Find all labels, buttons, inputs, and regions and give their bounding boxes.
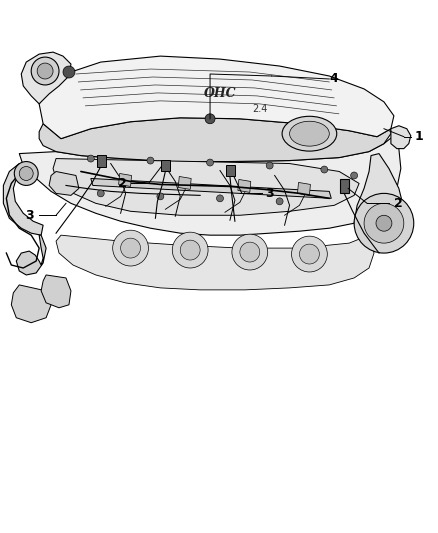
Polygon shape — [91, 179, 331, 198]
Circle shape — [300, 244, 319, 264]
Polygon shape — [238, 180, 251, 192]
Circle shape — [120, 238, 141, 258]
Circle shape — [113, 230, 148, 266]
Text: 3: 3 — [25, 209, 34, 222]
Circle shape — [180, 240, 200, 260]
Text: 2: 2 — [395, 197, 403, 210]
Circle shape — [147, 157, 154, 164]
Ellipse shape — [282, 116, 337, 151]
Polygon shape — [16, 235, 46, 275]
Polygon shape — [53, 158, 359, 215]
Circle shape — [31, 57, 59, 85]
Polygon shape — [4, 164, 43, 235]
Polygon shape — [39, 118, 391, 161]
Polygon shape — [354, 154, 404, 245]
Bar — [340, 180, 349, 193]
Circle shape — [376, 215, 392, 231]
Circle shape — [97, 190, 104, 197]
Circle shape — [351, 172, 357, 179]
Text: OHC: OHC — [204, 87, 237, 100]
Circle shape — [354, 193, 414, 253]
Circle shape — [364, 203, 404, 243]
Text: 1: 1 — [414, 130, 423, 143]
Text: 4: 4 — [330, 72, 339, 85]
Polygon shape — [21, 52, 71, 104]
Polygon shape — [178, 176, 191, 189]
Bar — [97, 155, 106, 166]
Circle shape — [14, 161, 38, 185]
Circle shape — [292, 236, 327, 272]
Polygon shape — [19, 136, 401, 235]
Circle shape — [205, 114, 215, 124]
Polygon shape — [56, 235, 374, 290]
Circle shape — [216, 195, 223, 202]
Polygon shape — [119, 173, 131, 187]
Polygon shape — [49, 172, 79, 196]
Circle shape — [157, 193, 164, 200]
Circle shape — [37, 63, 53, 79]
Circle shape — [172, 232, 208, 268]
Polygon shape — [11, 285, 51, 322]
Circle shape — [240, 242, 260, 262]
Polygon shape — [41, 275, 71, 308]
Text: 3: 3 — [265, 187, 274, 200]
Circle shape — [321, 166, 328, 173]
Circle shape — [276, 198, 283, 205]
Polygon shape — [39, 56, 394, 139]
Circle shape — [232, 234, 268, 270]
Circle shape — [63, 66, 75, 78]
Ellipse shape — [290, 122, 329, 146]
Text: 2.4: 2.4 — [252, 104, 268, 114]
Polygon shape — [391, 126, 411, 149]
Circle shape — [266, 162, 273, 169]
Text: 2: 2 — [118, 177, 127, 190]
Polygon shape — [297, 182, 311, 196]
Bar — [161, 159, 170, 172]
Circle shape — [19, 166, 33, 181]
Circle shape — [87, 155, 94, 162]
Bar — [226, 165, 235, 176]
Circle shape — [207, 159, 214, 166]
